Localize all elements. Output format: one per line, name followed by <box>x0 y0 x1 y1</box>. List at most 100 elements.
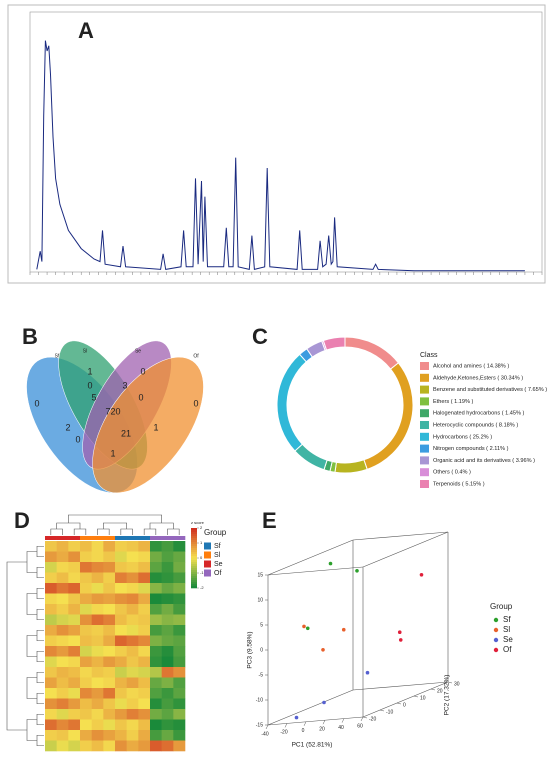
heatmap-cell <box>80 677 92 689</box>
heatmap-cell <box>126 698 139 710</box>
legend-label: Ethers ( 1.19% ) <box>433 399 474 405</box>
heatmap-cell <box>91 625 104 636</box>
point <box>398 638 403 642</box>
heatmap-cell <box>138 719 151 731</box>
heatmap-cell <box>115 719 127 731</box>
heatmap-cell <box>68 730 81 741</box>
heatmap-cell <box>80 625 92 636</box>
heatmap-cell <box>173 572 186 584</box>
heatmap-cell <box>138 688 151 699</box>
colorbar-step <box>191 570 197 573</box>
venn-count: 1 <box>153 422 158 432</box>
heatmap-cell <box>150 625 162 636</box>
x-tick-label: 20 <box>319 727 325 733</box>
heatmap-cell <box>56 572 69 584</box>
heatmap-cell <box>91 719 104 731</box>
heatmap-cell <box>173 709 186 720</box>
heatmap-cell <box>45 667 57 678</box>
point <box>365 670 370 675</box>
heatmap-cell <box>161 541 174 552</box>
point <box>328 561 333 566</box>
heatmap-cell <box>80 719 92 731</box>
heatmap-cell <box>115 614 127 626</box>
heatmap-cell <box>80 593 92 605</box>
venn-count: 0 <box>34 398 39 408</box>
heatmap-cell <box>45 551 57 563</box>
heatmap-cell <box>150 646 162 657</box>
group-bar <box>80 536 92 540</box>
heatmap-cell <box>56 551 69 563</box>
heatmap-cell <box>91 740 104 752</box>
row-dendrogram <box>6 545 44 747</box>
colorbar-step <box>191 554 197 557</box>
colorbar-step <box>191 558 197 561</box>
heatmap-cell <box>68 625 81 636</box>
x-tick <box>360 716 364 722</box>
heatmap-cell <box>161 625 174 636</box>
heatmap-cell <box>45 698 57 710</box>
heatmap-cell <box>103 572 116 584</box>
heatmap-cell <box>115 562 127 573</box>
group-bar <box>138 536 151 540</box>
colorbar-step <box>191 564 197 567</box>
legend-label: Aldehyde,Ketones,Esters ( 30.34% ) <box>433 375 523 381</box>
heatmap-cell <box>138 583 151 594</box>
legend-marker <box>493 637 499 643</box>
heatmap-cell <box>91 635 104 647</box>
heatmap-cell <box>161 583 174 594</box>
group-bar <box>56 536 69 540</box>
legend-swatch <box>204 560 211 568</box>
colorbar-step <box>191 562 197 565</box>
point <box>302 624 306 629</box>
legend-label: Se <box>214 561 223 568</box>
heatmap-cell <box>161 688 174 699</box>
legend-swatch <box>420 421 429 429</box>
venn-count: 21 <box>121 428 131 438</box>
heatmap-cell <box>150 635 162 647</box>
venn-count: 1 <box>87 366 92 376</box>
heatmap-cell <box>103 656 116 668</box>
heatmap-cell <box>80 541 92 552</box>
heatmap-cell <box>115 740 127 752</box>
legend-marker <box>493 647 499 653</box>
heatmap-cell <box>115 583 127 594</box>
heatmap-cell <box>126 719 139 731</box>
legend-label: Se <box>503 635 513 644</box>
heatmap-cell <box>68 646 81 657</box>
y-tick <box>379 709 385 712</box>
group-bar <box>91 536 104 540</box>
heatmap-cell <box>150 614 162 626</box>
plot-frame <box>7 4 546 284</box>
heatmap-cell <box>126 740 139 752</box>
heatmap-cell <box>45 625 57 636</box>
colorbar-tick-label: 2 <box>200 525 203 530</box>
heatmap-cell <box>115 541 127 552</box>
box-edge <box>267 539 354 576</box>
colorbar-tick-label: -1 <box>200 570 204 575</box>
heatmap-cell <box>91 593 104 605</box>
heatmap-cell <box>56 667 69 678</box>
heatmap-cell <box>80 709 92 720</box>
venn-count: 0 <box>140 366 145 376</box>
colorbar-tick-label: -2 <box>200 585 204 590</box>
point <box>305 626 310 631</box>
heatmap-cell <box>115 667 127 678</box>
heatmap-cell <box>103 593 116 605</box>
point <box>355 569 359 573</box>
heatmap-cell <box>91 551 104 563</box>
heatmap-cell <box>126 667 139 678</box>
colorbar-step <box>191 528 197 531</box>
heatmap-cell <box>126 551 139 563</box>
heatmap-cell <box>103 635 116 647</box>
venn-count: 3 <box>122 380 127 390</box>
heatmap-cell <box>115 635 127 647</box>
heatmap-cell <box>138 625 151 636</box>
heatmap-cell <box>45 604 57 615</box>
colorbar-step <box>191 574 197 577</box>
heatmap-cell <box>126 635 139 647</box>
venn-set-label: Sl <box>83 348 87 354</box>
heatmap-cell <box>103 698 116 710</box>
heatmap-cell <box>91 562 104 573</box>
colorbar-step <box>191 556 197 559</box>
legend-swatch <box>420 468 429 477</box>
